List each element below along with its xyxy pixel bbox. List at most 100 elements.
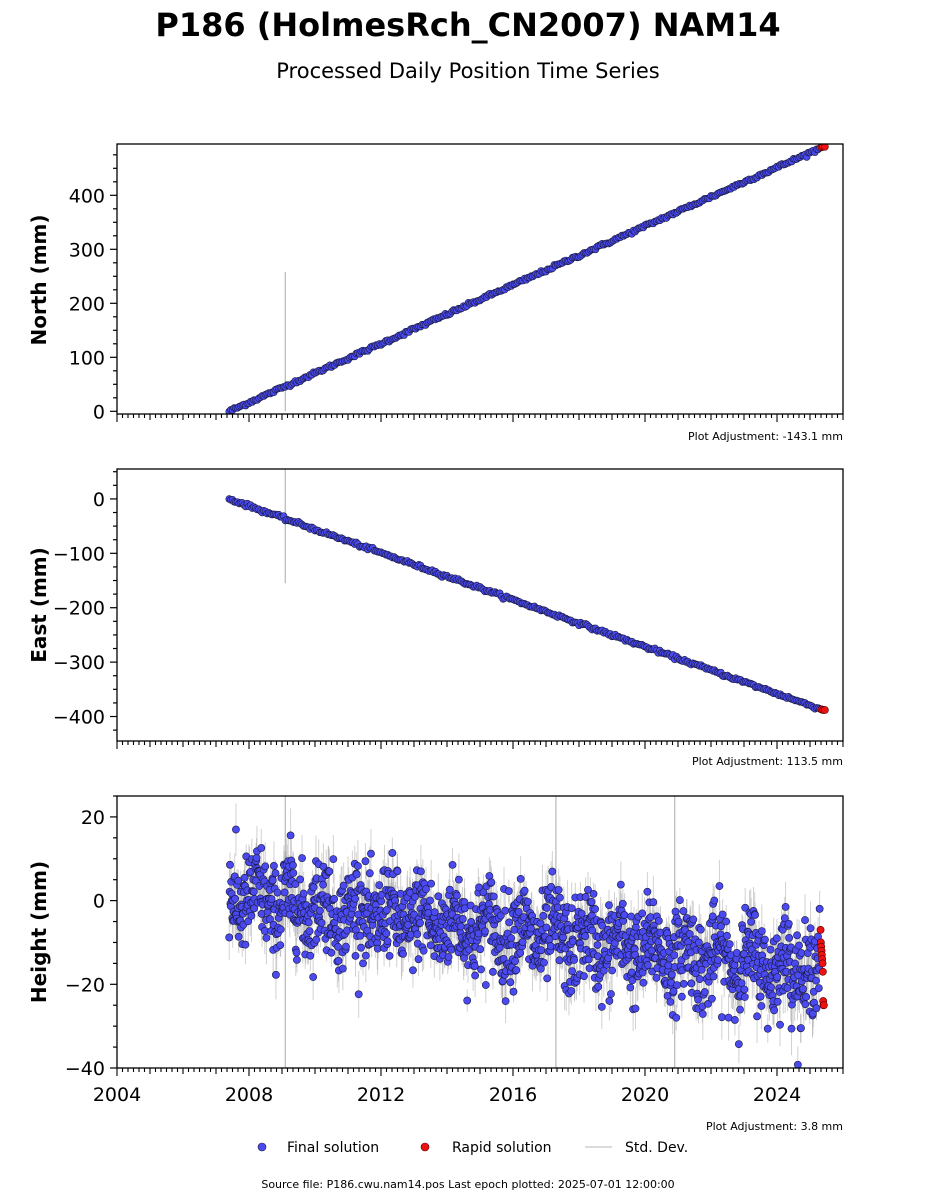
final-point <box>772 934 781 943</box>
y-tick-label: 100 <box>69 347 105 369</box>
final-point <box>814 984 823 993</box>
final-point <box>276 941 285 949</box>
axes-frame <box>116 468 844 742</box>
final-point <box>756 992 765 1001</box>
final-point <box>507 934 516 943</box>
final-point <box>375 881 384 890</box>
plot-adjustment: Plot Adjustment: 3.8 mm <box>706 1120 843 1133</box>
final-point <box>261 862 270 871</box>
final-point <box>505 918 514 927</box>
final-point <box>757 1002 766 1010</box>
final-point <box>542 904 551 912</box>
final-point <box>489 892 498 901</box>
final-point <box>710 896 719 905</box>
final-point <box>351 951 360 960</box>
final-point <box>319 880 327 889</box>
final-point <box>649 898 658 907</box>
final-point <box>670 951 679 960</box>
x-tick-label: 2016 <box>489 1084 537 1106</box>
final-point <box>516 948 525 957</box>
final-point <box>694 938 703 947</box>
final-point <box>452 891 461 900</box>
final-point <box>231 894 240 903</box>
final-point <box>434 892 443 901</box>
final-point <box>234 876 243 885</box>
final-point <box>385 951 394 960</box>
final-point <box>361 951 370 960</box>
final-point <box>802 992 811 1001</box>
final-point <box>570 956 579 964</box>
final-point <box>388 849 397 857</box>
final-point <box>416 867 425 876</box>
final-point <box>587 897 596 906</box>
plot-area-1 <box>225 469 829 714</box>
final-point <box>639 978 648 987</box>
final-point <box>416 918 424 927</box>
final-point <box>225 933 234 942</box>
final-point <box>567 987 576 995</box>
final-point <box>523 897 532 906</box>
plot-area-2 <box>225 796 828 1068</box>
final-point <box>479 888 488 897</box>
final-point <box>672 1013 681 1022</box>
final-point <box>669 987 678 996</box>
final-point <box>685 930 694 938</box>
final-point <box>512 966 521 975</box>
panel-0: 0 100 200 300 400 North (mm) Plot Adjustment: … <box>27 143 844 443</box>
final-point <box>454 875 463 884</box>
final-point <box>722 917 731 926</box>
final-point <box>445 885 454 894</box>
final-point <box>675 896 684 904</box>
legend-final-marker <box>257 1142 267 1152</box>
final-point <box>330 894 339 903</box>
y-axis-label: East (mm) <box>27 547 51 663</box>
final-point <box>548 867 557 876</box>
final-point <box>753 1012 761 1021</box>
final-point <box>339 881 348 890</box>
final-point <box>240 873 249 882</box>
final-point <box>593 941 602 949</box>
final-point <box>797 1024 805 1033</box>
final-point <box>516 874 525 883</box>
final-point <box>770 1006 778 1015</box>
final-point <box>304 918 313 927</box>
final-point <box>542 923 551 932</box>
final-point <box>766 945 775 954</box>
final-point <box>569 937 577 946</box>
final-point <box>501 906 510 915</box>
final-point <box>458 915 467 923</box>
y-axis-label: Height (mm) <box>27 861 51 1003</box>
final-point <box>509 987 518 996</box>
final-point <box>289 869 298 877</box>
final-point <box>414 955 423 964</box>
final-point <box>679 979 688 988</box>
final-point <box>317 918 326 927</box>
final-point <box>286 831 295 840</box>
final-point <box>365 869 374 878</box>
final-point <box>715 882 724 890</box>
final-point <box>487 878 496 887</box>
final-point <box>444 953 453 961</box>
final-point <box>717 1013 726 1022</box>
final-point <box>510 925 519 934</box>
final-point <box>393 867 402 876</box>
final-point <box>539 911 548 920</box>
final-point <box>555 893 564 902</box>
final-point <box>426 941 435 950</box>
panel-1: −400 −300 −200 −100 0 East (mm) Plot Adjustmen… <box>27 468 844 768</box>
final-point <box>730 1016 739 1024</box>
final-point <box>741 903 750 912</box>
final-point <box>708 994 716 1003</box>
final-point <box>757 927 766 936</box>
final-point <box>234 932 243 941</box>
rapid-point <box>818 967 827 976</box>
final-point <box>668 970 676 979</box>
final-point <box>367 849 375 858</box>
final-point <box>695 975 704 983</box>
final-point <box>514 907 523 916</box>
final-point <box>419 946 428 955</box>
final-point <box>293 955 301 964</box>
final-point <box>761 935 769 944</box>
